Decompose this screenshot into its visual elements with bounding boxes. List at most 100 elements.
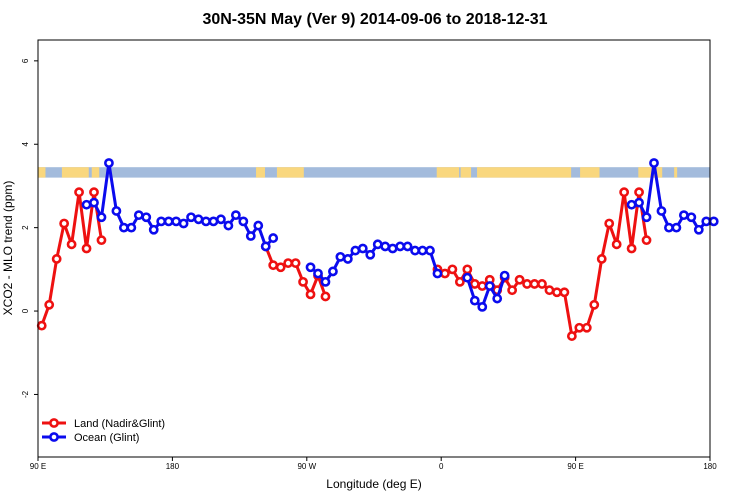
data-point [477, 281, 488, 291]
series-land [36, 187, 652, 341]
data-point [626, 243, 637, 254]
data-point [604, 218, 615, 229]
data-point [148, 224, 159, 235]
data-point [626, 199, 637, 210]
data-point [372, 239, 383, 250]
data-point [290, 258, 301, 268]
data-point [596, 254, 607, 264]
data-point [514, 274, 525, 285]
series-ocean [81, 158, 719, 312]
legend-label: Ocean (Glint) [74, 432, 139, 444]
data-point [305, 262, 316, 273]
data-point [283, 258, 294, 268]
data-point [96, 212, 107, 223]
data-point [529, 279, 540, 289]
data-point [454, 276, 465, 287]
x-tick-label: 180 [166, 462, 180, 471]
y-tick-label: 2 [21, 225, 30, 230]
data-point [641, 212, 652, 223]
data-point [387, 243, 398, 254]
data-point [89, 197, 99, 208]
data-point [208, 216, 219, 227]
x-tick-label: 90 E [30, 462, 46, 471]
data-point [656, 206, 667, 216]
data-point [410, 245, 420, 256]
data-point [693, 224, 704, 235]
data-point [634, 197, 644, 208]
x-axis: 90 E 180 90 W 0 90 E 180 [30, 457, 717, 471]
y-axis-label: XCO2 - MLO trend (ppm) [1, 181, 15, 316]
data-point [581, 322, 592, 333]
data-point [469, 295, 480, 306]
data-point [193, 214, 204, 225]
data-point [484, 281, 495, 291]
data-point [305, 289, 316, 300]
data-point [559, 287, 570, 298]
data-point [328, 266, 338, 277]
data-point [440, 268, 450, 279]
data-point [201, 216, 211, 227]
surface-band-land [61, 167, 89, 178]
data-point [664, 222, 674, 233]
data-point [320, 291, 331, 302]
surface-band-ocean [38, 167, 710, 178]
data-point [275, 262, 286, 273]
data-point [634, 187, 644, 198]
data-point [395, 241, 406, 252]
data-point [492, 293, 503, 304]
data-point [432, 268, 443, 279]
surface-band-land [256, 167, 265, 178]
data-point [320, 276, 331, 287]
y-tick-label: 6 [21, 58, 30, 63]
data-point [380, 241, 391, 252]
data-point [260, 241, 271, 252]
data-point [104, 158, 114, 168]
data-point [66, 239, 77, 250]
data-point [126, 222, 137, 233]
surface-band-land [91, 167, 100, 178]
x-tick-label: 0 [439, 462, 444, 471]
data-point [357, 243, 368, 254]
data-point [477, 301, 488, 312]
data-point [230, 210, 241, 221]
data-point [701, 216, 712, 227]
data-point [268, 260, 279, 271]
plot-area [36, 158, 719, 341]
surface-band-land [38, 167, 46, 178]
data-point [462, 272, 473, 283]
series-line [436, 190, 648, 338]
data-point [686, 212, 697, 223]
data-point [89, 187, 99, 198]
data-point [611, 239, 622, 250]
legend-label: Land (Nadir&Glint) [74, 418, 165, 430]
data-point [342, 254, 353, 264]
y-tick-label: 0 [21, 308, 30, 313]
data-point [111, 206, 122, 216]
x-axis-label: Longitude (deg E) [326, 477, 421, 491]
data-point [59, 218, 70, 229]
data-point [178, 218, 189, 229]
data-point [223, 220, 234, 231]
surface-band-land [638, 167, 663, 178]
plot-frame [37, 39, 711, 458]
legend-marker [49, 418, 59, 428]
data-point [163, 216, 174, 227]
data-point [708, 216, 719, 227]
surface-band-land [580, 167, 600, 178]
data-point [469, 279, 480, 289]
data-point [507, 285, 518, 296]
data-point [238, 216, 249, 227]
data-point [499, 270, 510, 281]
data-point [365, 249, 376, 260]
surface-band-land [674, 167, 678, 178]
data-point [425, 245, 435, 256]
data-point [649, 158, 659, 168]
data-point [566, 331, 577, 341]
data-point [544, 285, 555, 296]
surface-band-land [460, 167, 472, 178]
data-point [51, 254, 62, 264]
data-point [253, 220, 264, 231]
data-point [36, 320, 47, 331]
data-point [619, 187, 630, 198]
